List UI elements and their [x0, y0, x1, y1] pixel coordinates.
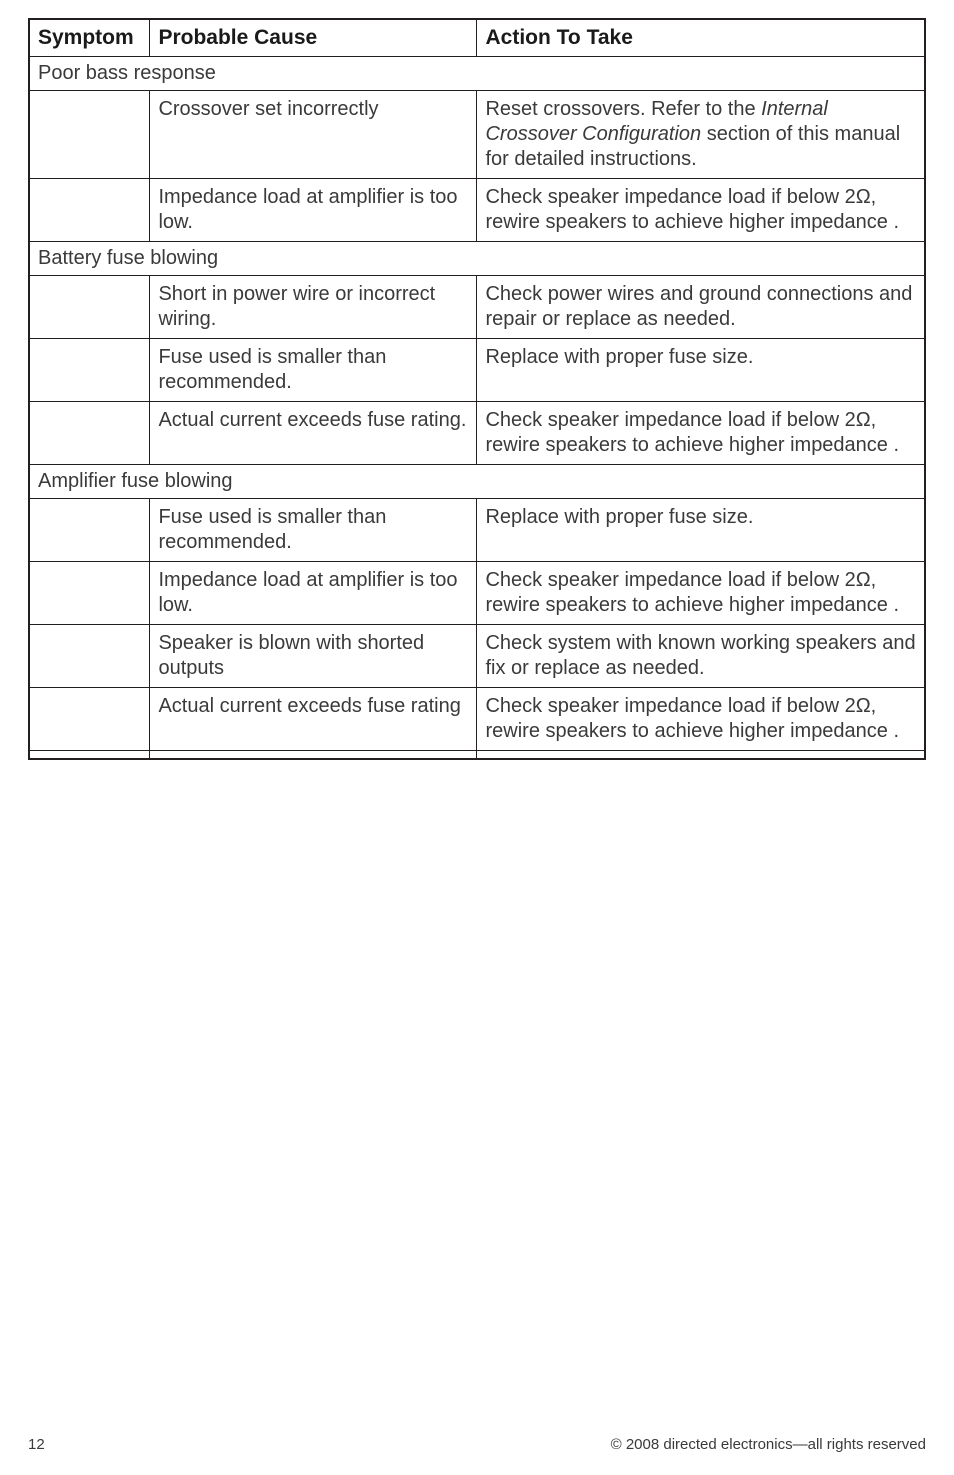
col-header-cause: Probable Cause — [150, 19, 477, 57]
col-header-action: Action To Take — [477, 19, 925, 57]
cell-cause: Actual current exceeds fuse rating. — [150, 402, 477, 465]
section-row: Battery fuse blowing — [29, 242, 925, 276]
table-row: Short in power wire or incorrect wiring.… — [29, 276, 925, 339]
cell-cause: Impedance load at amplifier is too low. — [150, 562, 477, 625]
cell-action: Reset crossovers. Refer to the Internal … — [477, 91, 925, 179]
table-header-row: Symptom Probable Cause Action To Take — [29, 19, 925, 57]
cell-action: Check speaker impedance load if below 2Ω… — [477, 562, 925, 625]
cell-symptom — [29, 402, 150, 465]
page-footer: 12 © 2008 directed electronics—all right… — [28, 1436, 926, 1453]
table-row: Actual current exceeds fuse rating. Chec… — [29, 402, 925, 465]
cell-symptom — [29, 625, 150, 688]
spacer-cell — [477, 751, 925, 759]
cell-symptom — [29, 339, 150, 402]
section-title: Amplifier fuse blowing — [29, 465, 925, 499]
cell-action: Replace with proper fuse size. — [477, 499, 925, 562]
table-row: Fuse used is smaller than recommended. R… — [29, 499, 925, 562]
cell-symptom — [29, 499, 150, 562]
cell-action: Check speaker impedance load if below 2Ω… — [477, 402, 925, 465]
col-header-symptom: Symptom — [29, 19, 150, 57]
section-title: Battery fuse blowing — [29, 242, 925, 276]
cell-action: Replace with proper fuse size. — [477, 339, 925, 402]
page-number: 12 — [28, 1436, 45, 1453]
cell-cause: Speaker is blown with shorted outputs — [150, 625, 477, 688]
table-row: Actual current exceeds fuse rating Check… — [29, 688, 925, 751]
cell-action: Check power wires and ground connections… — [477, 276, 925, 339]
cell-cause: Short in power wire or incorrect wiring. — [150, 276, 477, 339]
cell-cause: Actual current exceeds fuse rating — [150, 688, 477, 751]
section-row: Poor bass response — [29, 57, 925, 91]
page: Symptom Probable Cause Action To Take Po… — [0, 0, 954, 1475]
cell-cause: Fuse used is smaller than recommended. — [150, 499, 477, 562]
table-row: Impedance load at amplifier is too low. … — [29, 179, 925, 242]
cell-symptom — [29, 91, 150, 179]
cell-cause: Impedance load at amplifier is too low. — [150, 179, 477, 242]
cell-cause: Fuse used is smaller than recommended. — [150, 339, 477, 402]
table-row: Impedance load at amplifier is too low. … — [29, 562, 925, 625]
cell-symptom — [29, 276, 150, 339]
table-row: Speaker is blown with shorted outputs Ch… — [29, 625, 925, 688]
table-row: Fuse used is smaller than recommended. R… — [29, 339, 925, 402]
cell-symptom — [29, 562, 150, 625]
cell-action: Check speaker impedance load if below 2Ω… — [477, 179, 925, 242]
table-spacer-row — [29, 751, 925, 759]
cell-symptom — [29, 179, 150, 242]
action-text-pre: Reset crossovers. Refer to the — [485, 98, 761, 120]
cell-action: Check system with known working speakers… — [477, 625, 925, 688]
copyright-text: © 2008 directed electronics—all rights r… — [611, 1436, 926, 1453]
table-row: Crossover set incorrectly Reset crossove… — [29, 91, 925, 179]
spacer-cell — [29, 751, 150, 759]
cell-symptom — [29, 688, 150, 751]
cell-cause: Crossover set incorrectly — [150, 91, 477, 179]
cell-action: Check speaker impedance load if below 2Ω… — [477, 688, 925, 751]
troubleshooting-table: Symptom Probable Cause Action To Take Po… — [28, 18, 926, 760]
spacer-cell — [150, 751, 477, 759]
section-row: Amplifier fuse blowing — [29, 465, 925, 499]
section-title: Poor bass response — [29, 57, 925, 91]
